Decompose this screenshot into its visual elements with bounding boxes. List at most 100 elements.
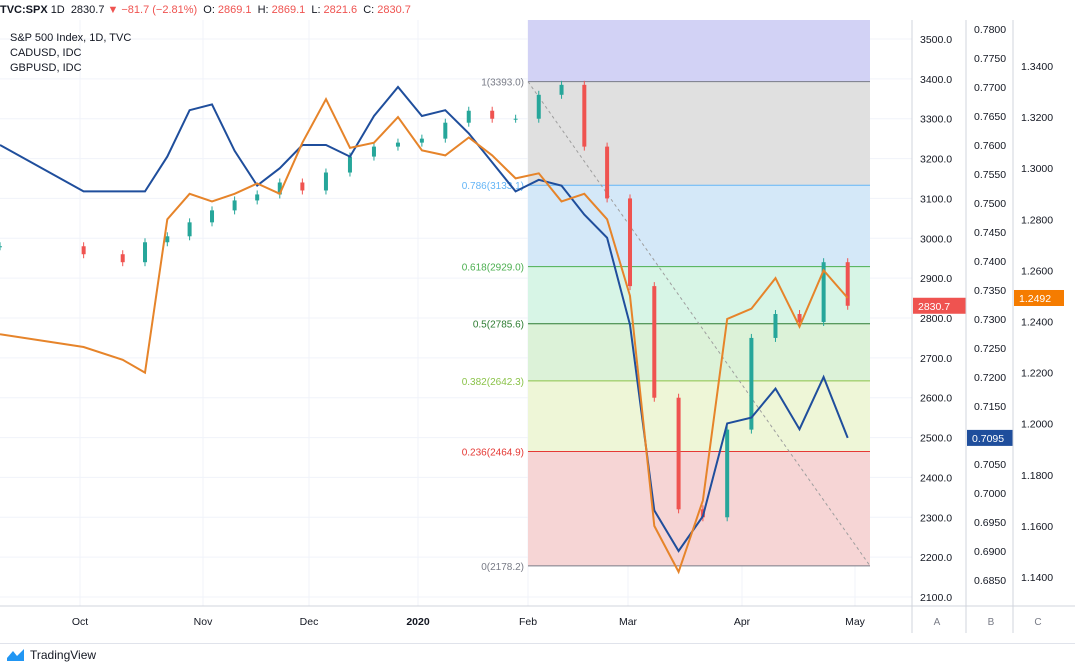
fib-level-label: 0.618(2929.0) xyxy=(462,263,524,274)
candle-body xyxy=(749,337,754,430)
candle-body xyxy=(628,198,633,287)
price-tick-label: 2300.0 xyxy=(920,512,952,524)
candle-body xyxy=(676,397,681,510)
price-tick-label: 1.3200 xyxy=(1021,112,1053,124)
candle-body xyxy=(165,236,170,243)
fib-level-label: 0(2178.2) xyxy=(481,562,524,573)
candle-body xyxy=(187,222,192,237)
price-tick-label: 0.7700 xyxy=(974,82,1006,94)
price-tick-label: 2900.0 xyxy=(920,273,952,285)
high-value: 2869.1 xyxy=(271,4,306,16)
chart-canvas[interactable]: 1(3393.0) 0.786(3133.1) 0.618(2929.0) 0.5(2… xyxy=(0,0,1075,643)
candle-body xyxy=(210,210,215,223)
price-tick-label: 0.7150 xyxy=(974,401,1006,413)
candle-body xyxy=(323,172,328,191)
candle-body xyxy=(255,194,260,201)
last-price: 2830.7 xyxy=(70,4,105,16)
last-price-label: 1.2492 xyxy=(1019,293,1051,305)
time-tick-label: May xyxy=(845,616,866,628)
legend-gbpusd[interactable]: GBPUSD, IDC xyxy=(10,62,82,74)
price-tick-label: 0.7000 xyxy=(974,488,1006,500)
candle-body xyxy=(347,156,352,173)
series-legend: S&P 500 Index, 1D, TVC CADUSD, IDC GBPUS… xyxy=(10,31,131,76)
price-tick-label: 0.7050 xyxy=(974,459,1006,471)
time-tick-label: Mar xyxy=(619,616,638,628)
price-tick-label: 0.7800 xyxy=(974,24,1006,36)
price-tick-label: 1.3000 xyxy=(1021,163,1053,175)
brand-name: TradingView xyxy=(30,648,97,662)
time-tick-label: 2020 xyxy=(406,616,430,628)
legend-main-series[interactable]: S&P 500 Index, 1D, TVC xyxy=(10,32,132,44)
price-tick-label: 3000.0 xyxy=(920,233,952,245)
price-tick-label: 0.7450 xyxy=(974,227,1006,239)
candle-body xyxy=(143,242,148,263)
price-tick-label: 0.7200 xyxy=(974,372,1006,384)
low-label: L: xyxy=(311,4,321,16)
price-tick-label: 3400.0 xyxy=(920,74,952,86)
price-tick-label: 2200.0 xyxy=(920,552,952,564)
last-price-badge xyxy=(1014,289,1064,306)
price-tick-label: 1.1600 xyxy=(1021,521,1053,533)
fib-zone xyxy=(528,380,870,452)
price-tick-label: 0.7400 xyxy=(974,256,1006,268)
legend-cadusd[interactable]: CADUSD, IDC xyxy=(10,47,82,59)
candle-body xyxy=(232,200,237,211)
time-tick-label: Feb xyxy=(519,616,537,628)
high-label: H: xyxy=(257,4,269,16)
price-tick-label: 1.1400 xyxy=(1021,572,1053,584)
price-tick-label: 0.7600 xyxy=(974,140,1006,152)
last-price-badge xyxy=(913,297,966,314)
candle-body xyxy=(725,429,730,518)
price-tick-label: 0.6900 xyxy=(974,546,1006,558)
candle-body xyxy=(443,122,448,139)
candle-body xyxy=(536,94,541,119)
candle-body xyxy=(821,262,826,322)
price-tick-label: 2800.0 xyxy=(920,313,952,325)
price-tick-label: 1.2000 xyxy=(1021,419,1053,431)
price-tick-label: 0.7350 xyxy=(974,285,1006,297)
fib-zone-top xyxy=(528,20,870,82)
open-label: O: xyxy=(203,4,215,16)
candle-body xyxy=(419,138,424,143)
fib-zone xyxy=(528,185,870,267)
price-tick-label: 2600.0 xyxy=(920,393,952,405)
time-tick-label: Dec xyxy=(300,616,319,628)
fib-level-label: 0.786(3133.1) xyxy=(462,181,524,192)
tradingview-logo[interactable]: TradingView xyxy=(6,648,96,662)
price-tick-label: 1.1800 xyxy=(1021,470,1053,482)
symbol-name[interactable]: TVC:SPX xyxy=(0,4,48,16)
fib-trend-line xyxy=(527,81,871,567)
candle-body xyxy=(120,254,125,263)
price-change: −81.7 (−2.81%) xyxy=(121,4,198,16)
interval-label[interactable]: 1D xyxy=(50,4,65,16)
fib-zone xyxy=(528,81,870,186)
price-tick-label: 3100.0 xyxy=(920,193,952,205)
axis-letter: A xyxy=(934,617,941,628)
axis-letter: C xyxy=(1034,617,1041,628)
candle-body xyxy=(582,84,587,147)
candle-body xyxy=(652,286,657,398)
fib-zone xyxy=(528,323,870,381)
price-tick-label: 1.2600 xyxy=(1021,265,1053,277)
price-tick-label: 2700.0 xyxy=(920,353,952,365)
footer-bar: TradingView xyxy=(0,643,1075,666)
candle-body xyxy=(845,262,850,306)
price-tick-label: 0.7650 xyxy=(974,111,1006,123)
price-tick-label: 0.7250 xyxy=(974,343,1006,355)
last-price-label: 2830.7 xyxy=(918,301,950,313)
fib-level-label: 0.5(2785.6) xyxy=(473,320,524,331)
down-arrow-icon: ▼ xyxy=(107,4,119,16)
candle-body xyxy=(773,314,778,338)
candle-body xyxy=(513,118,518,120)
close-value: 2830.7 xyxy=(377,4,411,16)
time-tick-label: Nov xyxy=(194,616,213,628)
price-tick-label: 1.2400 xyxy=(1021,317,1053,329)
candle-body xyxy=(0,246,2,248)
candle-body xyxy=(81,246,86,255)
fib-zone xyxy=(528,266,870,324)
price-tick-label: 1.2800 xyxy=(1021,214,1053,226)
candle-body xyxy=(490,110,495,119)
last-price-label: 0.7095 xyxy=(972,433,1004,445)
open-value: 2869.1 xyxy=(217,4,252,16)
price-tick-label: 2500.0 xyxy=(920,433,952,445)
